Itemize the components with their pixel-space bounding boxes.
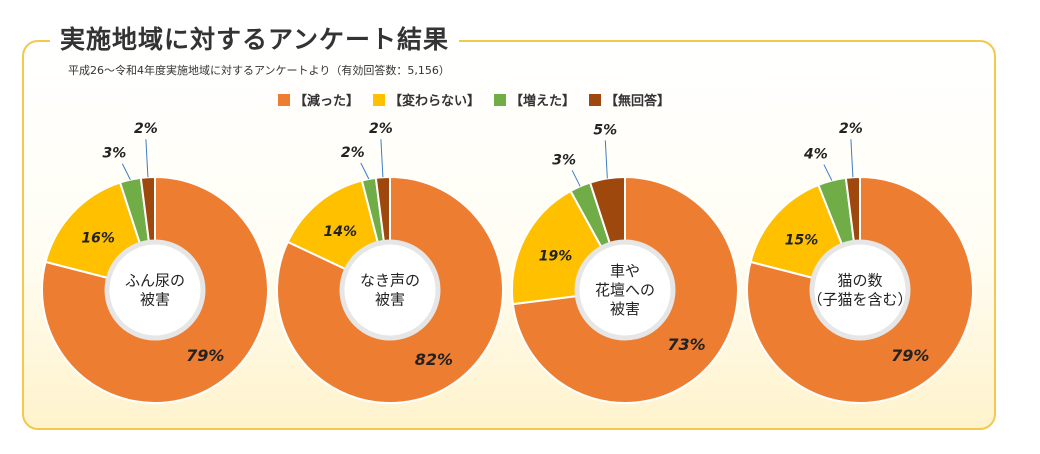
leader-line (145, 139, 149, 178)
legend-swatch-unchanged (373, 93, 386, 106)
legend-item-no-answer: 【無回答】 (589, 90, 670, 109)
data-label-unchanged: 16% (81, 231, 115, 247)
pie-slice-decreased (746, 175, 974, 404)
center-label: 車や (610, 262, 640, 280)
leader-line (823, 164, 833, 181)
data-label-no-answer: 2% (839, 121, 863, 137)
donut-center (104, 239, 206, 341)
center-label: 被害 (610, 300, 640, 318)
data-label-increased: 3% (102, 146, 126, 162)
leader-line (604, 140, 608, 179)
center-label: 被害 (140, 291, 170, 309)
legend-item-increased: 【増えた】 (494, 90, 575, 109)
data-label-decreased: 73% (667, 335, 705, 354)
data-label-unchanged: 19% (539, 249, 573, 265)
pie-slice-decreased (41, 175, 269, 404)
center-label: 花壇への (595, 281, 655, 299)
data-label-no-answer: 2% (134, 121, 158, 137)
leader-line (380, 139, 384, 178)
legend-label-unchanged: 【変わらない】 (389, 94, 481, 109)
leader-line (850, 139, 854, 178)
legend-swatch-decreased (278, 93, 290, 106)
chart-subtitle: 平成26～令和4年度実施地域に対するアンケートより（有効回答数：5,156） (68, 64, 450, 77)
donut-center (339, 239, 441, 341)
data-label-decreased: 82% (415, 350, 453, 369)
data-label-increased: 4% (803, 147, 828, 163)
legend-swatch-increased (494, 93, 507, 106)
donut-center (809, 239, 911, 341)
data-label-no-answer: 5% (593, 122, 617, 138)
data-label-unchanged: 14% (324, 224, 358, 240)
chart-title: 実施地域に対するアンケート結果 (60, 25, 450, 54)
data-label-increased: 2% (341, 145, 365, 161)
data-label-decreased: 79% (891, 346, 929, 365)
legend-label-increased: 【増えた】 (510, 94, 576, 109)
center-label: （子猫を含む） (807, 291, 912, 309)
center-label: ふん尿の (125, 272, 185, 290)
leader-line (360, 162, 370, 180)
data-label-unchanged: 15% (785, 232, 819, 248)
donut-center (574, 239, 676, 341)
data-label-decreased: 79% (186, 346, 224, 365)
center-label: なき声の (360, 272, 420, 290)
leader-line (121, 163, 131, 180)
leader-line (571, 170, 581, 187)
legend-label-decreased: 【減った】 (294, 94, 360, 109)
legend-label-no-answer: 【無回答】 (605, 94, 671, 109)
legend: 【減った】 【変わらない】 【増えた】 【無回答】 (278, 90, 670, 109)
center-label: 被害 (375, 291, 405, 309)
legend-swatch-no-answer (589, 93, 602, 106)
legend-item-decreased: 【減った】 (278, 90, 359, 109)
center-label: 猫の数 (837, 272, 882, 290)
title-bar: 実施地域に対するアンケート結果 (50, 18, 460, 58)
donut-chart-4: 猫の数（子猫を含む） 79% 15% 4% 2% (746, 121, 974, 404)
data-label-increased: 3% (552, 152, 576, 168)
legend-item-unchanged: 【変わらない】 (373, 90, 480, 109)
data-label-no-answer: 2% (369, 121, 393, 137)
